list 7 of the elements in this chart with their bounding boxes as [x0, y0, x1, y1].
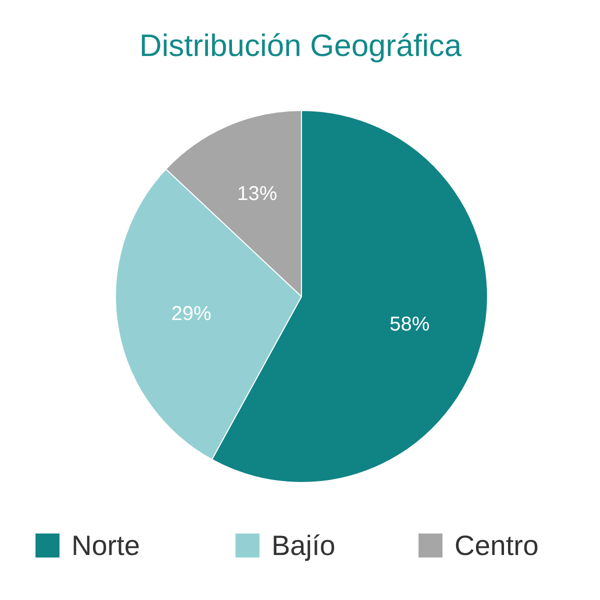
data-label: 29%	[171, 302, 212, 325]
data-label: 58%	[390, 313, 430, 336]
legend-label: Bajío	[272, 530, 336, 561]
chart-title: Distribución Geográfica	[139, 28, 462, 63]
legend-label: Centro	[454, 530, 539, 561]
legend-label: Norte	[72, 530, 140, 561]
data-label: 13%	[237, 183, 278, 206]
